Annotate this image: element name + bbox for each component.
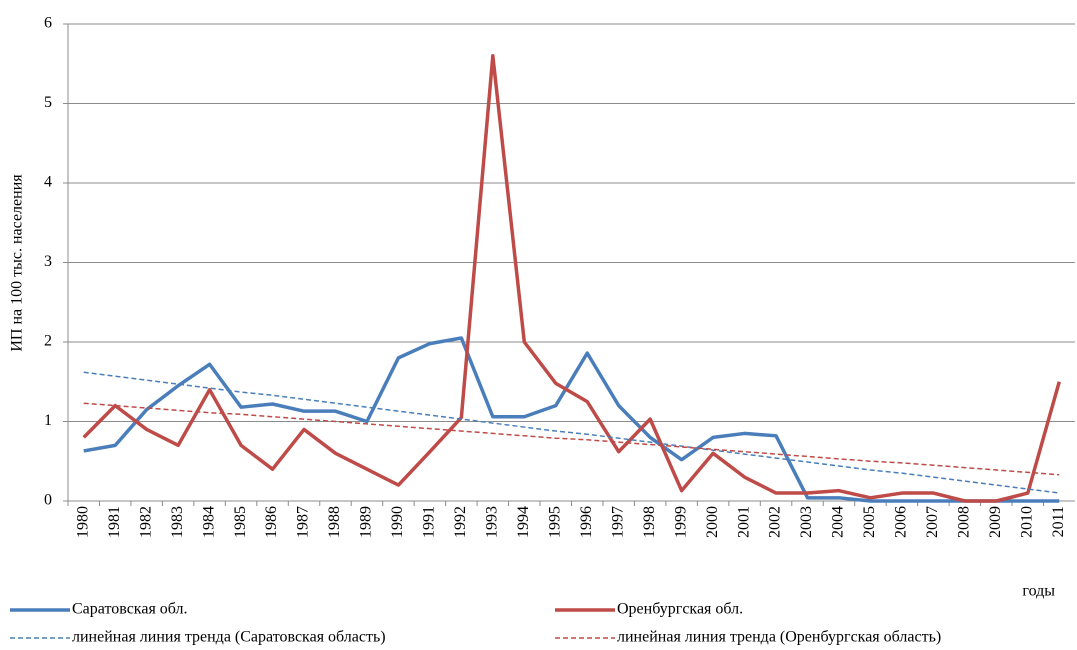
legend-label: линейная линия тренда (Саратовская облас…: [72, 629, 386, 646]
x-tick-label: 1987: [295, 506, 312, 538]
x-tick-label: 1992: [452, 506, 469, 538]
y-tick-label: 4: [44, 174, 52, 191]
x-tick-label: 1991: [421, 506, 438, 538]
x-tick-label: 1994: [515, 506, 532, 538]
trend-line: [83, 371, 1060, 494]
y-tick-label: 1: [44, 412, 52, 429]
x-tick-label: 1990: [389, 506, 406, 538]
x-tick-label: 2006: [893, 506, 910, 538]
x-tick-label: 2009: [987, 506, 1004, 538]
x-tick-label: 1999: [672, 506, 689, 538]
x-tick-label: 2001: [735, 506, 752, 538]
y-tick-label: 3: [44, 253, 52, 270]
x-tick-label: 2007: [924, 506, 941, 538]
series-line: [82, 54, 1061, 503]
x-tick-label: 1982: [137, 506, 154, 538]
y-tick-label: 2: [44, 333, 52, 350]
y-tick-label: 6: [44, 15, 52, 32]
trend-line: [83, 402, 1060, 476]
x-tick-label: 2003: [798, 506, 815, 538]
x-tick-label: 2000: [704, 506, 721, 538]
x-tick-label: 1993: [484, 506, 501, 538]
x-tick-label: 1980: [74, 506, 91, 538]
x-tick-label: 2002: [767, 506, 784, 538]
x-tick-label: 1997: [609, 506, 626, 538]
x-tick-label: 2011: [1050, 506, 1067, 537]
x-tick-label: 1986: [263, 506, 280, 538]
x-tick-label: 1998: [641, 506, 658, 538]
y-tick-label: 5: [44, 94, 52, 111]
y-axis-label: ИП на 100 тыс. населения: [9, 174, 26, 352]
y-tick-label: 0: [44, 492, 52, 509]
x-tick-label: 1983: [169, 506, 186, 538]
legend-label: линейная линия тренда (Оренбургская обла…: [617, 629, 941, 646]
x-tick-label: 2008: [956, 506, 973, 538]
x-tick-label: 1985: [232, 506, 249, 538]
x-tick-label: 1981: [106, 506, 123, 538]
series-line: [83, 336, 1060, 503]
x-axis-label: годы: [1022, 583, 1055, 600]
legend-label: Саратовская обл.: [72, 601, 188, 618]
legend-label: Оренбургская обл.: [617, 601, 743, 618]
x-tick-label: 1995: [546, 506, 563, 538]
x-tick-label: 2010: [1018, 506, 1035, 538]
x-tick-label: 1996: [578, 506, 595, 538]
x-tick-label: 1984: [200, 506, 217, 538]
x-tick-label: 2004: [830, 506, 847, 538]
x-tick-label: 2005: [861, 506, 878, 538]
x-tick-label: 1989: [358, 506, 375, 538]
x-tick-label: 1988: [326, 506, 343, 538]
